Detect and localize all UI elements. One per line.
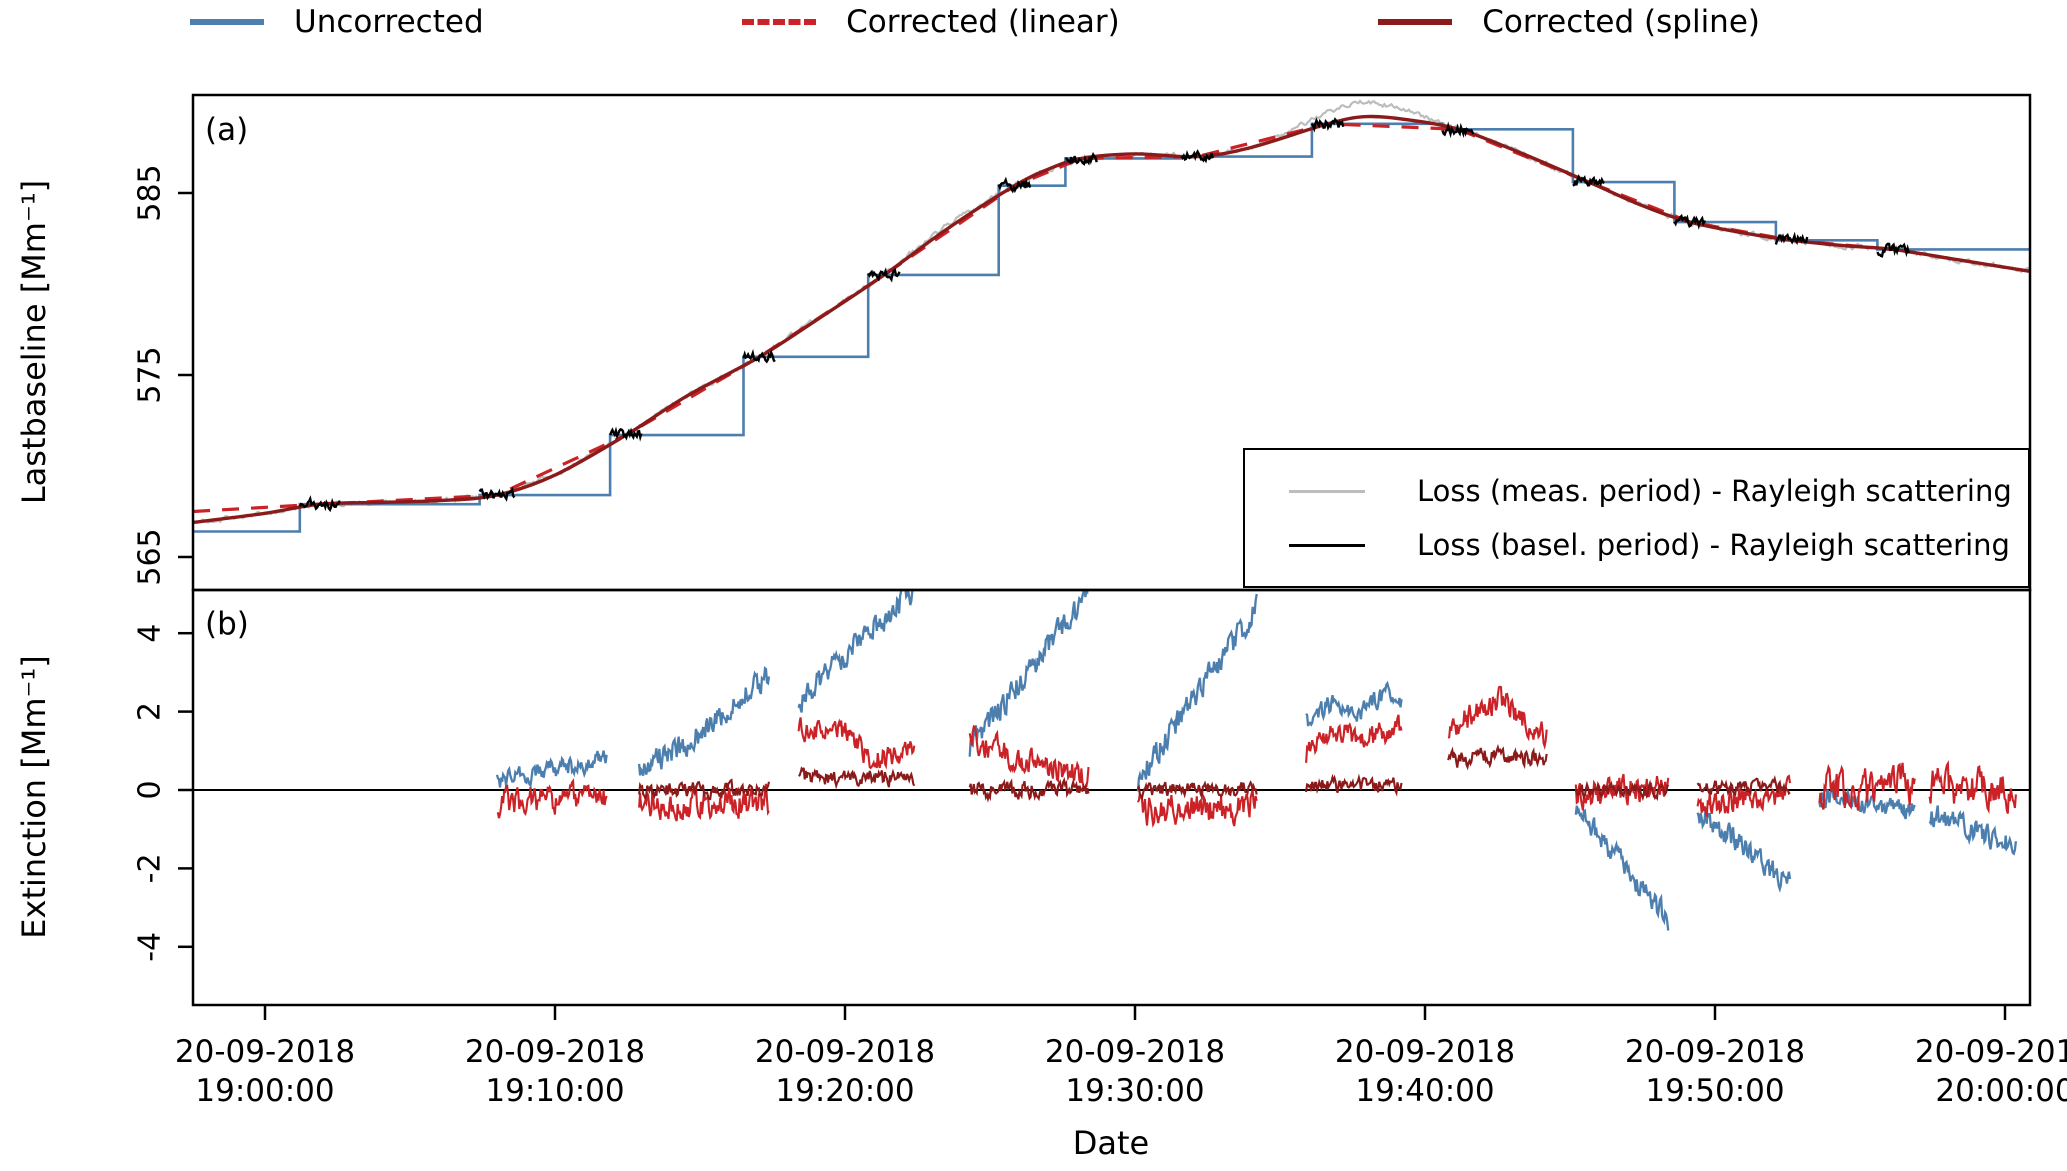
loss-baseline-segment [478, 486, 516, 502]
loss-baseline-segment [1310, 117, 1345, 133]
legend-item-uncorrected: Uncorrected [190, 4, 484, 40]
x-tick-label-time: 19:10:00 [485, 1073, 624, 1109]
corrected_linear-extinction-cluster [797, 717, 916, 770]
corrected_linear-extinction-cluster [968, 724, 1090, 790]
loss-baseline-segment [1065, 151, 1098, 166]
loss-baseline-line-sample-icon [1289, 543, 1365, 547]
loss-baseline-segment [1673, 213, 1707, 230]
x-tick-label-date: 20-09-2018 [1625, 1034, 1805, 1070]
y-tick-label: 0 [133, 780, 168, 799]
panel-b-tag: (b) [205, 606, 249, 642]
inner-legend-row-loss-measurement: Loss (meas. period) - Rayleigh scatterin… [1289, 474, 2028, 508]
inner-legend-label: Loss (meas. period) - Rayleigh scatterin… [1417, 474, 2012, 508]
y-tick-label: -2 [133, 853, 168, 883]
loss-baseline-segment [1774, 231, 1809, 245]
legend-label: Corrected (linear) [846, 4, 1120, 40]
uncorrected-extinction-cluster [637, 666, 771, 776]
panel-b-y-axis-label: Extinction [Mm⁻¹] [15, 655, 53, 939]
y-tick-label: -4 [133, 932, 168, 962]
corrected-spline-line-sample-icon [1378, 19, 1453, 25]
y-tick-label: 575 [133, 346, 168, 403]
y-tick-label: 565 [133, 528, 168, 585]
legend-item-corrected-linear: Corrected (linear) [742, 4, 1120, 40]
uncorrected-extinction-cluster [968, 590, 1089, 757]
x-tick-label-date: 20-09-2018 [1915, 1034, 2067, 1070]
inner-legend-label: Loss (basel. period) - Rayleigh scatteri… [1417, 528, 2010, 562]
loss-baseline-segment [997, 176, 1032, 194]
corrected-linear-line-sample-icon [742, 19, 817, 25]
corrected_spline-extinction-cluster [968, 776, 1090, 803]
x-tick-label-date: 20-09-2018 [1335, 1034, 1515, 1070]
uncorrected-extinction-cluster [1574, 805, 1670, 931]
uncorrected-extinction-cluster [495, 750, 608, 788]
loss-baseline-segment [1572, 174, 1605, 187]
legend-item-corrected-spline: Corrected (spline) [1378, 4, 1760, 40]
corrected_spline-extinction-cluster [1305, 773, 1403, 797]
top-legend: Uncorrected Corrected (linear) Corrected… [190, 4, 1760, 40]
panel-a-data [193, 99, 2030, 533]
uncorrected-extinction-cluster [1305, 680, 1403, 727]
y-tick-label: 4 [133, 624, 168, 643]
loss-baseline-segment [608, 426, 643, 442]
corrected_linear-extinction-cluster [1447, 685, 1548, 750]
uncorrected-line-sample-icon [190, 19, 264, 25]
inner-legend-row-loss-baseline: Loss (basel. period) - Rayleigh scatteri… [1289, 528, 2028, 562]
x-tick-label-date: 20-09-2018 [755, 1034, 935, 1070]
uncorrected-extinction-cluster [1928, 805, 2018, 856]
uncorrected-extinction-cluster [1136, 593, 1258, 792]
x-tick-label-time: 19:40:00 [1355, 1073, 1494, 1109]
corrected_spline-extinction-cluster [797, 766, 916, 790]
corrected_linear-extinction-cluster [1696, 774, 1792, 817]
x-tick-label-date: 20-09-2018 [1045, 1034, 1225, 1070]
x-tick-label-time: 19:30:00 [1065, 1073, 1204, 1109]
y-tick-label: 2 [133, 702, 168, 721]
corrected_linear-extinction-cluster [1305, 714, 1403, 763]
corrected_linear-extinction-cluster [1928, 759, 2017, 815]
panel-a-tag: (a) [205, 112, 249, 148]
corrected_linear-extinction-cluster [1818, 762, 1916, 811]
x-tick-label-time: 19:50:00 [1645, 1073, 1784, 1109]
loss-baseline-segment [1876, 242, 1910, 258]
loss-baseline-segment [1180, 149, 1214, 164]
corrected_linear-extinction-cluster [1574, 773, 1670, 811]
panel-b-box [191, 588, 2032, 1007]
corrected_linear-extinction-cluster [496, 778, 608, 819]
corrected-spline-line [193, 114, 2030, 525]
x-tick-label-date: 20-09-2018 [465, 1034, 645, 1070]
loss-baseline-segment [742, 348, 776, 364]
loss-measurement-line-sample-icon [1289, 489, 1365, 493]
corrected_linear-extinction-cluster [1136, 789, 1258, 829]
uncorrected-extinction-cluster [1696, 807, 1792, 893]
corrected_spline-extinction-cluster [1136, 780, 1258, 801]
loss-baseline-segment [867, 267, 901, 283]
x-tick-label-date: 20-09-2018 [175, 1034, 355, 1070]
corrected_spline-extinction-cluster [1447, 743, 1548, 771]
x-axis-label: Date [1072, 1124, 1150, 1162]
x-tick-label-time: 20:00:00 [1935, 1073, 2067, 1109]
corrected_spline-extinction-cluster [638, 778, 771, 801]
loss-baseline-segment [298, 495, 341, 513]
uncorrected-extinction-cluster [797, 590, 914, 713]
legend-label: Uncorrected [294, 4, 484, 40]
panel-a-inner-legend: Loss (meas. period) - Rayleigh scatterin… [1243, 448, 2030, 588]
panel-a-y-axis-label: Lastbaseline [Mm⁻¹] [15, 179, 53, 505]
x-tick-label-time: 19:00:00 [195, 1073, 334, 1109]
corrected_spline-extinction-cluster [1696, 775, 1791, 797]
x-tick-label-time: 19:20:00 [775, 1073, 914, 1109]
axes: 565575585-4-202420-09-201819:00:0020-09-… [133, 93, 2067, 1109]
legend-label: Corrected (spline) [1482, 4, 1760, 40]
corrected_spline-extinction-cluster [1574, 779, 1670, 802]
y-tick-label: 585 [133, 164, 168, 221]
panel-b-data [193, 590, 2030, 931]
loss-baseline-segment [1441, 121, 1475, 139]
